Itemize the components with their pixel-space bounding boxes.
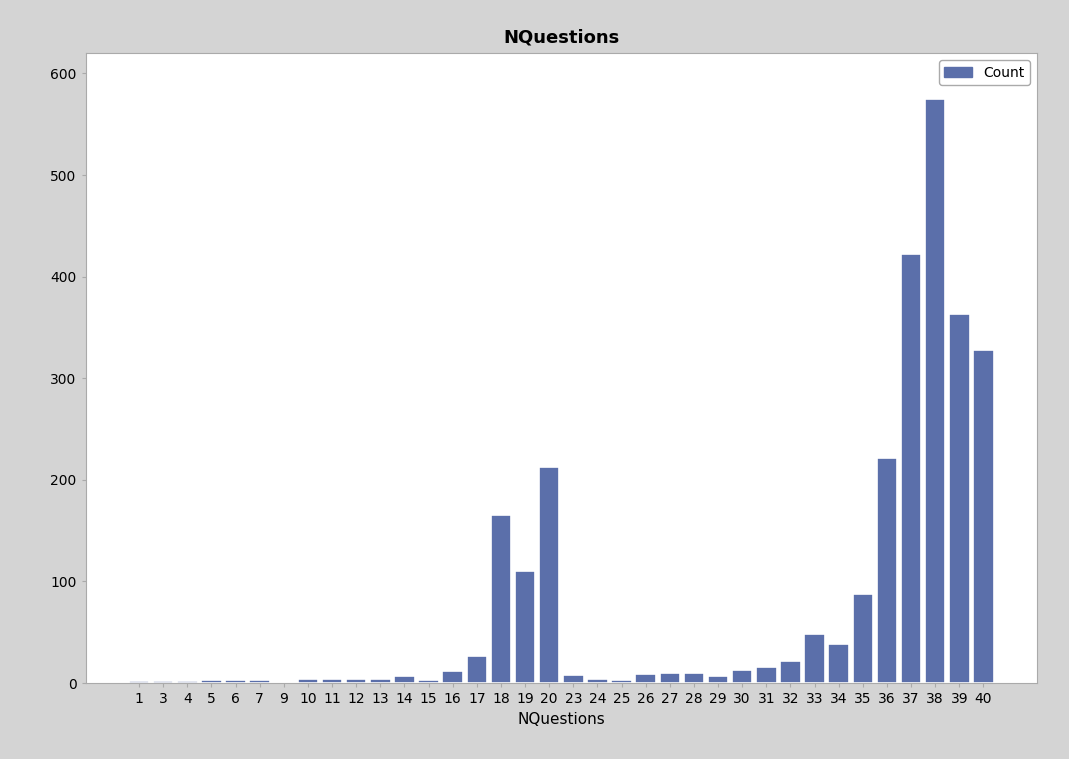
- Bar: [322, 679, 342, 683]
- Bar: [346, 679, 367, 683]
- Bar: [153, 681, 173, 683]
- Bar: [660, 673, 680, 683]
- Bar: [925, 99, 945, 683]
- Bar: [249, 680, 269, 683]
- Bar: [274, 682, 294, 683]
- Bar: [177, 681, 198, 683]
- Bar: [828, 644, 849, 683]
- Bar: [394, 676, 415, 683]
- Bar: [611, 680, 632, 683]
- Bar: [973, 350, 994, 683]
- Bar: [491, 515, 511, 683]
- Title: NQuestions: NQuestions: [503, 28, 619, 46]
- Bar: [877, 458, 897, 683]
- Bar: [128, 681, 150, 683]
- Bar: [370, 679, 390, 683]
- Bar: [443, 671, 463, 683]
- Bar: [780, 661, 801, 683]
- Bar: [201, 680, 221, 683]
- Bar: [756, 667, 776, 683]
- Bar: [949, 314, 970, 683]
- Bar: [732, 670, 753, 683]
- Bar: [563, 675, 584, 683]
- Bar: [466, 656, 487, 683]
- Bar: [708, 676, 728, 683]
- Bar: [539, 467, 559, 683]
- Bar: [587, 679, 607, 683]
- Bar: [515, 572, 536, 683]
- Bar: [853, 594, 873, 683]
- Bar: [297, 679, 319, 683]
- Legend: Count: Count: [939, 60, 1031, 85]
- Bar: [804, 635, 825, 683]
- X-axis label: NQuestions: NQuestions: [517, 712, 605, 726]
- Bar: [901, 254, 921, 683]
- Bar: [635, 674, 656, 683]
- Bar: [418, 680, 438, 683]
- Bar: [226, 680, 246, 683]
- Bar: [684, 673, 704, 683]
